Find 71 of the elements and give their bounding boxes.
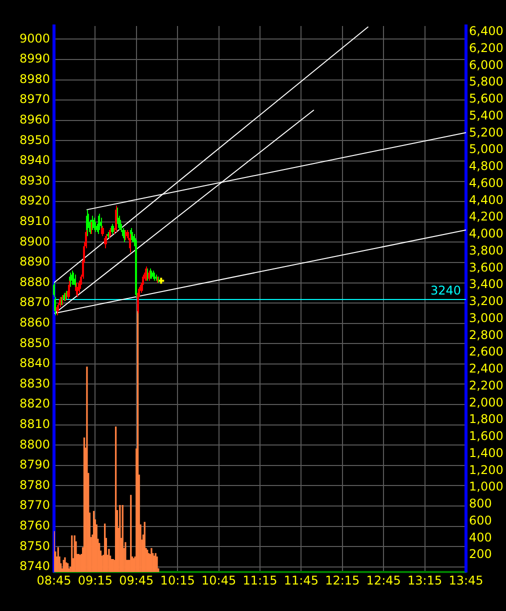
y2-tick-label: 4,000 xyxy=(469,226,504,241)
y2-tick-label: 1,400 xyxy=(469,446,504,460)
y2-tick-label: 5,800 xyxy=(469,74,504,89)
y-tick-label: 8850 xyxy=(19,336,50,350)
y-tick-label: 8970 xyxy=(19,92,50,106)
y-tick-label: 8880 xyxy=(19,274,50,289)
y2-tick-label: 5,000 xyxy=(469,142,504,156)
y2-tick-label: 1,200 xyxy=(469,462,504,477)
x-tick-label: 13:45 xyxy=(448,573,484,588)
x-tick-label: 09:15 xyxy=(78,573,112,588)
y-tick-label: 8750 xyxy=(19,538,50,553)
y-tick-label: 8900 xyxy=(19,234,50,248)
y2-tick-label: 3,400 xyxy=(469,277,504,292)
y2-tick-label: 800 xyxy=(469,496,492,511)
y2-tick-label: 2,400 xyxy=(469,362,504,376)
x-tick-label: 09:45 xyxy=(119,573,154,588)
y-tick-label: 8770 xyxy=(19,498,50,512)
y-tick-label: 8860 xyxy=(19,315,50,330)
y2-tick-label: 1,000 xyxy=(469,480,504,494)
y2-tick-label: 3,600 xyxy=(469,260,504,274)
y2-tick-label: 2,800 xyxy=(469,328,504,342)
x-tick-label: 11:45 xyxy=(284,573,318,588)
y2-tick-label: 3,000 xyxy=(469,310,504,325)
y2-tick-label: 5,200 xyxy=(469,125,504,140)
y-tick-label: 8940 xyxy=(19,153,50,168)
y-tick-label: 8910 xyxy=(19,214,50,228)
x-tick-label: 13:15 xyxy=(408,573,442,588)
y-tick-label: 8920 xyxy=(19,194,50,208)
y-tick-label: 8800 xyxy=(19,437,50,452)
y-tick-label: 8740 xyxy=(19,559,50,574)
x-tick-label: 11:15 xyxy=(242,573,278,588)
y2-tick-label: 4,200 xyxy=(469,210,504,224)
y-tick-label: 8820 xyxy=(19,396,50,411)
y-tick-label: 8790 xyxy=(19,458,50,472)
y2-tick-label: 3,800 xyxy=(469,243,504,258)
y2-tick-label: 6,400 xyxy=(469,24,504,38)
x-tick-label: 10:15 xyxy=(160,573,195,588)
y2-tick-label: 5,600 xyxy=(469,92,504,106)
y-tick-label: 8960 xyxy=(19,112,50,127)
y-tick-label: 8990 xyxy=(19,52,50,66)
y2-tick-label: 2,000 xyxy=(469,395,504,410)
y-tick-label: 8980 xyxy=(19,72,50,86)
x-tick-label: 12:45 xyxy=(366,573,401,588)
x-tick-label: 08:45 xyxy=(36,573,72,588)
y2-tick-label: 600 xyxy=(469,513,492,528)
y2-tick-label: 1,600 xyxy=(469,429,504,444)
y-tick-label: 8830 xyxy=(19,376,50,390)
y-tick-label: 8950 xyxy=(19,132,50,147)
x-tick-label: 12:15 xyxy=(325,573,360,588)
y2-tick-label: 4,600 xyxy=(469,176,504,190)
y2-tick-label: 2,200 xyxy=(469,378,504,392)
y-tick-label: 8930 xyxy=(19,173,50,188)
ref-line-label: 3240 xyxy=(430,284,461,298)
y2-tick-label: 3,200 xyxy=(469,294,504,308)
y2-tick-label: 4,400 xyxy=(469,192,504,207)
y-tick-label: 8780 xyxy=(19,478,50,492)
y2-tick-label: 400 xyxy=(469,530,492,544)
y-tick-label: 8810 xyxy=(19,416,50,431)
y2-tick-label: 4,800 xyxy=(469,159,504,174)
y2-tick-label: 1,800 xyxy=(469,412,504,426)
y2-tick-label: 200 xyxy=(469,547,492,562)
y-tick-label: 8870 xyxy=(19,295,50,310)
y2-tick-label: 6,000 xyxy=(469,58,504,72)
y-tick-label: 8890 xyxy=(19,254,50,269)
x-tick-label: 10:45 xyxy=(202,573,236,588)
y-tick-label: 8760 xyxy=(19,518,50,532)
y-tick-label: 8840 xyxy=(19,356,50,370)
y2-tick-label: 6,200 xyxy=(469,40,504,55)
y2-tick-label: 5,400 xyxy=(469,108,504,122)
y-tick-label: 9000 xyxy=(19,31,50,46)
y2-tick-label: 2,600 xyxy=(469,344,504,359)
